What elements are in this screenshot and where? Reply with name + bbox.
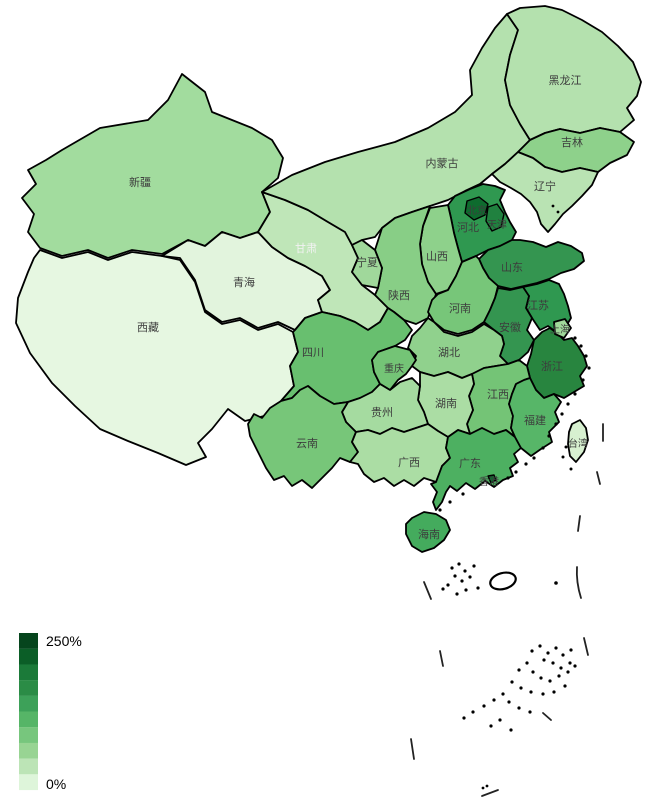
- label-jilin: 吉林: [561, 135, 583, 149]
- label-taiwan: 台湾: [568, 437, 588, 450]
- label-zhejiang: 浙江: [541, 360, 563, 373]
- label-guangdong: 广东: [459, 457, 481, 470]
- atoll-ring: [489, 571, 517, 591]
- province-guangxi: [349, 423, 451, 487]
- label-beijing: 北京: [467, 204, 487, 217]
- province-hainan: [405, 511, 451, 553]
- label-anhui: 安徽: [499, 320, 521, 334]
- label-chongqing: 重庆: [384, 362, 404, 375]
- label-jiangxi: 江西: [487, 388, 509, 401]
- label-hebei: 河北: [457, 221, 479, 234]
- province-beijing: [464, 196, 489, 221]
- color-legend: 250% 0%: [19, 633, 82, 792]
- legend-min-label: 0%: [46, 776, 66, 792]
- province-labels: 黑龙江 吉林 辽宁 内蒙古 新疆 北京 天津 河北 山西 山东 甘肃 宁夏 陕西…: [129, 74, 588, 541]
- label-hunan: 湖南: [435, 397, 457, 410]
- label-heilongjiang: 黑龙江: [549, 74, 582, 87]
- province-guangdong: [430, 427, 522, 511]
- label-shanghai: 上海: [550, 323, 570, 336]
- label-fujian: 福建: [524, 413, 546, 427]
- legend-swatch: [19, 711, 38, 728]
- province-shandong: [478, 239, 585, 290]
- province-liaoning: [491, 151, 599, 233]
- label-ningxia: 宁夏: [356, 255, 378, 269]
- legend-swatch: [19, 648, 38, 665]
- province-xianggang: [487, 474, 497, 484]
- label-hainan: 海南: [418, 527, 440, 541]
- legend-swatch: [19, 758, 38, 775]
- legend-swatch: [19, 633, 38, 649]
- province-yunnan: [247, 385, 359, 489]
- label-xinjiang: 新疆: [129, 175, 151, 189]
- label-liaoning: 辽宁: [534, 179, 556, 193]
- legend-swatch: [19, 742, 38, 759]
- label-shaanxi: 陕西: [388, 288, 410, 302]
- label-xianggang: 香港: [479, 476, 499, 488]
- legend-swatch: [19, 727, 38, 743]
- legend-swatch: [19, 774, 38, 791]
- label-henan: 河南: [449, 302, 471, 315]
- province-tianjin: [485, 203, 505, 232]
- label-qinghai: 青海: [233, 275, 255, 289]
- legend-max-label: 250%: [46, 633, 82, 649]
- label-neimenggu: 内蒙古: [426, 156, 459, 170]
- legend-swatch: [19, 664, 38, 681]
- legend-swatch: [19, 680, 38, 696]
- island-dots: [438, 204, 591, 790]
- label-guangxi: 广西: [398, 456, 420, 469]
- province-ningxia: [351, 239, 383, 289]
- nine-dash-line: [410, 423, 604, 797]
- label-xizang: 西藏: [137, 321, 159, 334]
- label-yunnan: 云南: [296, 437, 318, 450]
- label-jiangsu: 江苏: [527, 299, 549, 312]
- province-shanghai: [553, 318, 572, 339]
- label-tianjin: 天津: [487, 219, 507, 231]
- label-gansu: 甘肃: [295, 242, 317, 255]
- label-sichuan: 四川: [302, 347, 324, 359]
- province-xinjiang: [21, 73, 284, 259]
- province-chongqing: [371, 345, 417, 391]
- label-shandong: 山东: [501, 261, 523, 274]
- label-shanxi: 山西: [426, 250, 448, 263]
- label-hubei: 湖北: [438, 346, 460, 359]
- province-shapes: [15, 5, 642, 553]
- province-taiwan: [567, 419, 589, 463]
- province-heilongjiang: [504, 5, 642, 141]
- legend-swatch: [19, 695, 38, 712]
- label-guizhou: 贵州: [371, 406, 393, 419]
